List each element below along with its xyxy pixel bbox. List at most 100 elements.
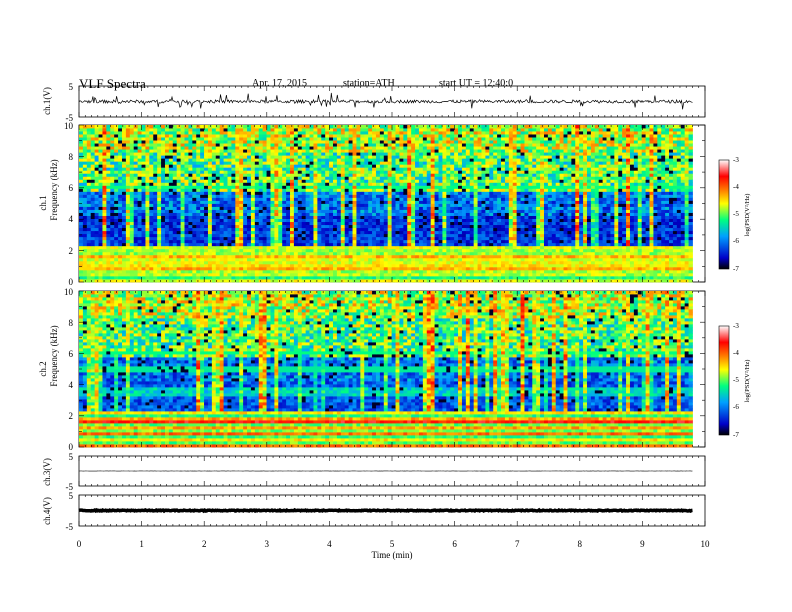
spectrogram-cell [442, 266, 447, 271]
spectrogram-cell [614, 269, 619, 274]
spectrogram-cell [629, 206, 635, 210]
spectrogram-cell [176, 221, 181, 226]
spectrogram-cell [270, 212, 275, 216]
spectrogram-cell [141, 209, 146, 213]
spectrogram-cell [606, 215, 611, 219]
spectrogram-cell [106, 251, 111, 256]
spectrogram-cell [684, 275, 689, 280]
spectrogram-cell [118, 257, 123, 262]
spectrogram-cell [305, 221, 310, 226]
spectrogram-cell [657, 242, 662, 247]
spectrogram-cell [594, 251, 600, 256]
spectrogram-cell [215, 278, 221, 283]
spectrogram-cell [121, 251, 127, 256]
spectrogram-cell [391, 275, 396, 280]
spectrogram-cell [110, 233, 115, 238]
spectrogram-cell [364, 191, 369, 195]
spectrogram-cell [243, 221, 248, 226]
spectrogram-cell [610, 251, 615, 256]
spectrogram-cell [231, 242, 236, 247]
spectrogram-cell [497, 272, 502, 277]
spectrogram-cell [430, 215, 435, 219]
spectrogram-cell [329, 242, 334, 247]
spectrogram-cell [477, 266, 482, 271]
spectrogram-cell [270, 266, 275, 271]
spectrogram-cell [626, 260, 631, 265]
spectrogram-cell [606, 266, 611, 271]
spectrogram-cell [501, 218, 506, 223]
spectrogram-cell [434, 206, 439, 210]
spectrogram-cell [520, 227, 525, 232]
spectrogram-cell [450, 188, 455, 192]
spectrogram-cell [211, 245, 217, 250]
spectrogram-cell [661, 191, 666, 195]
spectrogram-cell [110, 263, 115, 268]
spectrogram-cell [157, 236, 162, 241]
spectrogram-cell [204, 224, 209, 229]
spectrogram-cell [129, 197, 135, 201]
spectrogram-cell [223, 266, 228, 271]
spectrogram-cell [555, 230, 561, 235]
spectrogram-cell [282, 239, 287, 244]
spectrogram-cell [161, 191, 166, 195]
spectrogram-cell [614, 212, 619, 216]
spectrogram-cell [301, 230, 307, 235]
spectrogram-cell [137, 197, 142, 201]
spectrogram-cell [340, 263, 346, 268]
spectrogram-cell [489, 269, 494, 274]
spectrogram-cell [438, 185, 443, 189]
spectrogram-cell [387, 185, 392, 189]
spectrogram-cell [606, 224, 611, 229]
spectrogram-cell [153, 218, 158, 223]
spectrogram-cell [458, 188, 463, 192]
spectrogram-cell [157, 221, 162, 226]
spectrogram-cell [274, 236, 279, 241]
spectrogram-cell [454, 212, 459, 216]
spectrogram-cell [676, 236, 682, 241]
spectrogram-cell [317, 188, 322, 192]
spectrogram-cell [524, 197, 529, 201]
spectrogram-cell [672, 242, 678, 247]
spectrogram-cell [305, 272, 310, 277]
spectrogram-cell [469, 278, 475, 283]
spectrogram-cell [192, 221, 197, 226]
spectrogram-cell [633, 257, 639, 262]
spectrogram-cell [501, 215, 506, 219]
spectrogram-cell [79, 257, 84, 262]
spectrogram-cell [235, 197, 240, 201]
spectrogram-cell [672, 197, 678, 201]
spectrogram-cell [411, 221, 416, 226]
spectrogram-cell [149, 212, 154, 216]
spectrogram-cell [200, 236, 205, 241]
spectrogram-cell [227, 188, 232, 192]
spectrogram-cell [172, 224, 178, 229]
spectrogram-cell [121, 215, 127, 219]
spectrogram-cell [188, 242, 193, 247]
spectrogram-cell [157, 263, 162, 268]
spectrogram-cell [215, 185, 221, 189]
spectrogram-cell [430, 251, 435, 256]
spectrogram-cell [250, 251, 256, 256]
spectrogram-cell [403, 203, 408, 207]
spectrogram-cell [684, 266, 689, 271]
spectrogram-cell [372, 245, 377, 250]
spectrogram-cell [192, 242, 197, 247]
spectrogram-cell [387, 269, 392, 274]
spectrogram-cell [540, 260, 545, 265]
spectrogram-cell [293, 275, 299, 280]
spectrogram-cell [188, 272, 193, 277]
spectrogram-cell [547, 218, 553, 223]
spectrogram-cell [618, 215, 623, 219]
spectrogram-cell [188, 263, 193, 268]
spectrogram-cell [579, 191, 584, 195]
spectrogram-cell [540, 245, 545, 250]
spectrogram-cell [262, 209, 267, 213]
spectrogram-cell [407, 275, 412, 280]
spectrogram-cell [512, 191, 518, 195]
spectrogram-cell [434, 188, 439, 192]
spectrogram-cell [665, 239, 670, 244]
spectrogram-cell [211, 236, 217, 241]
spectrogram-cell [121, 203, 127, 207]
spectrogram-cell [665, 272, 670, 277]
spectrogram-cell [352, 218, 357, 223]
